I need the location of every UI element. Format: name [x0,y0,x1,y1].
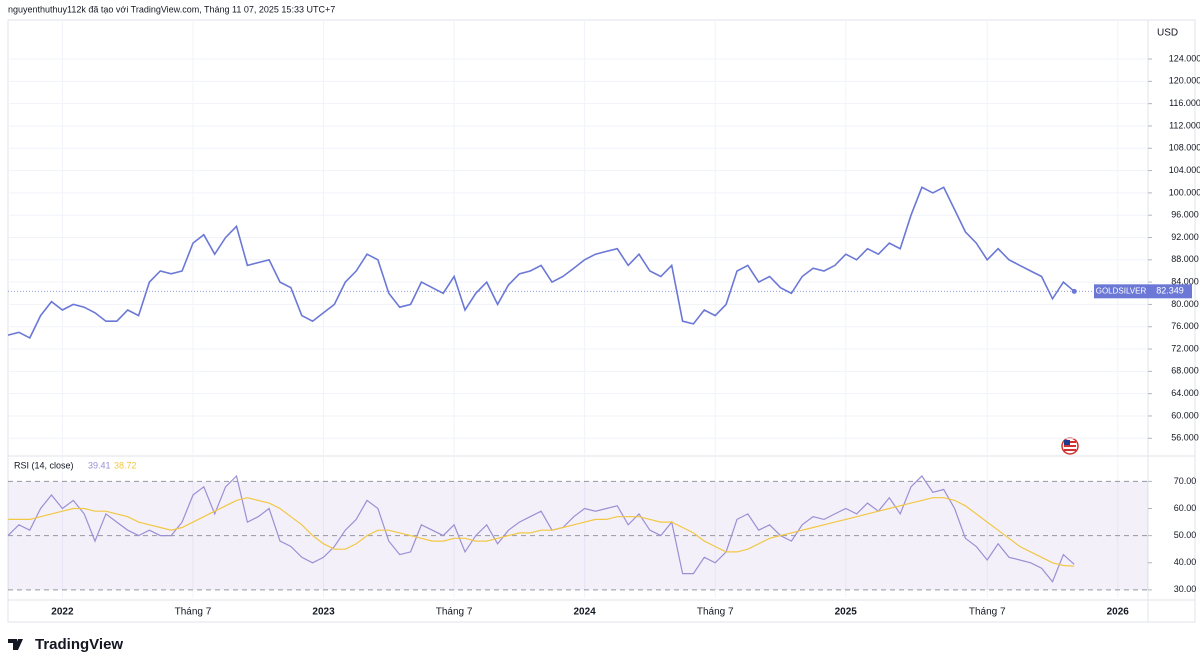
y-tick-label: 116.000 [1169,98,1200,108]
y-tick-label: 56.000 [1171,433,1199,443]
y-tick-label: 104.000 [1169,165,1200,175]
y-tick-label: 64.000 [1171,388,1199,398]
y-tick-label: 60.00 [1174,503,1197,513]
x-tick-label: 2025 [835,607,858,618]
indicator-value: 39.41 [88,460,111,470]
x-tick-label: Tháng 7 [175,607,212,618]
flag-icon [1061,437,1079,455]
y-tick-label: 76.000 [1171,321,1199,331]
y-tick-label: 80.000 [1171,299,1199,309]
indicator-value: 38.72 [114,460,137,470]
y-tick-label: 50.00 [1174,530,1197,540]
series-line [7,474,1075,583]
last-point [1071,288,1077,294]
series-name: GOLDSILVER [1096,286,1147,295]
y-tick-label: 108.000 [1169,143,1200,153]
logo-text: TradingView [35,636,123,653]
y-tick-label: 88.000 [1171,254,1199,264]
y-tick-label: 68.000 [1171,366,1199,376]
x-tick-label: 2023 [312,607,335,618]
y-tick-label: 72.000 [1171,343,1199,353]
y-tick-label: 30.00 [1174,584,1197,594]
indicator-title: RSI (14, close) [14,460,74,470]
x-tick-label: Tháng 7 [969,607,1006,618]
attribution: nguyenthuthuy112k đã tạo với TradingView… [8,4,335,14]
y-tick-label: 84.000 [1171,276,1199,286]
y-tick-label: 120.000 [1169,76,1200,86]
x-tick-label: 2026 [1107,607,1130,618]
currency: USD [1157,28,1178,39]
y-tick-label: 96.000 [1171,210,1199,220]
series-line [8,497,1075,567]
x-tick-label: 2022 [51,607,74,618]
y-tick-label: 124.000 [1169,53,1200,63]
y-tick-label: 70.00 [1174,476,1197,486]
last-price: 82.349 [1156,286,1184,296]
y-tick-label: 60.000 [1171,410,1199,420]
y-tick-label: 40.00 [1174,557,1197,567]
x-tick-label: Tháng 7 [436,607,473,618]
y-tick-label: 92.000 [1171,232,1199,242]
price-tag [1148,284,1192,299]
y-tick-label: 112.000 [1169,120,1200,130]
x-tick-label: Tháng 7 [697,607,734,618]
y-tick-label: 100.000 [1169,187,1200,197]
series-line [7,186,1075,339]
x-tick-label: 2024 [574,607,597,618]
logo: TradingView [8,636,123,653]
name-tag [1094,284,1148,299]
frame [7,19,1196,623]
